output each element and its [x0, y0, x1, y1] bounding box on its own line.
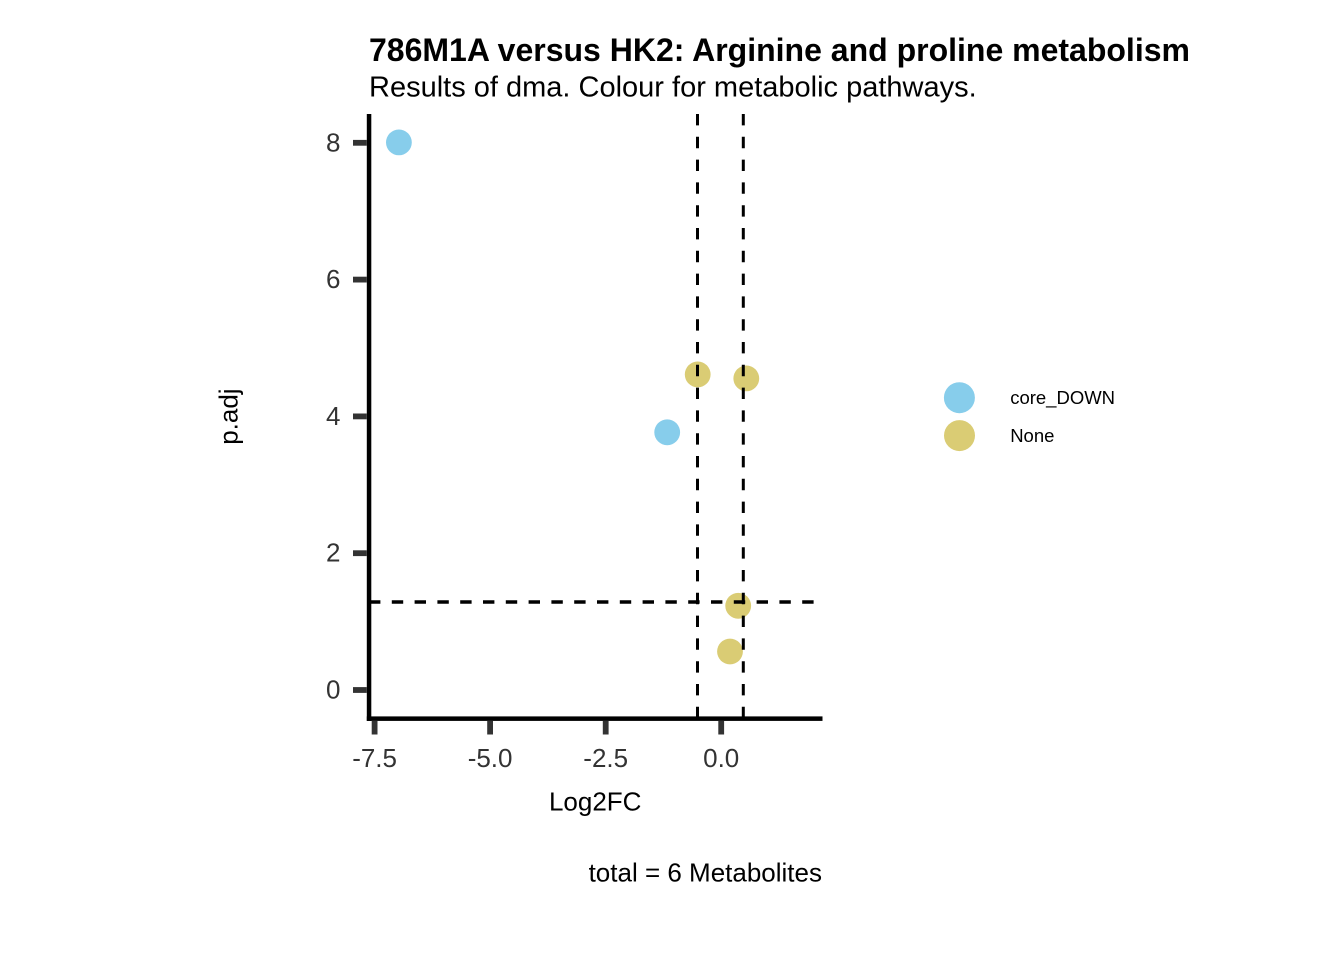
svg-text:2: 2 — [326, 538, 340, 568]
svg-text:-2.5: -2.5 — [583, 743, 628, 773]
svg-text:total = 6 Metabolites: total = 6 Metabolites — [589, 857, 822, 887]
svg-text:core_DOWN: core_DOWN — [1010, 387, 1115, 409]
svg-text:None: None — [1010, 425, 1054, 446]
svg-text:6: 6 — [326, 264, 340, 294]
svg-text:Log2FC: Log2FC — [549, 787, 642, 817]
svg-text:-5.0: -5.0 — [468, 743, 513, 773]
svg-text:8: 8 — [326, 127, 340, 157]
svg-text:Results of dma. Colour for met: Results of dma. Colour for metabolic pat… — [369, 72, 977, 104]
svg-text:786M1A versus HK2: Arginine an: 786M1A versus HK2: Arginine and proline … — [369, 32, 1190, 68]
svg-text:-7.5: -7.5 — [352, 743, 397, 773]
svg-text:0: 0 — [326, 675, 340, 705]
svg-text:p.adj: p.adj — [214, 388, 244, 444]
svg-text:0.0: 0.0 — [703, 743, 739, 773]
svg-text:4: 4 — [326, 401, 340, 431]
